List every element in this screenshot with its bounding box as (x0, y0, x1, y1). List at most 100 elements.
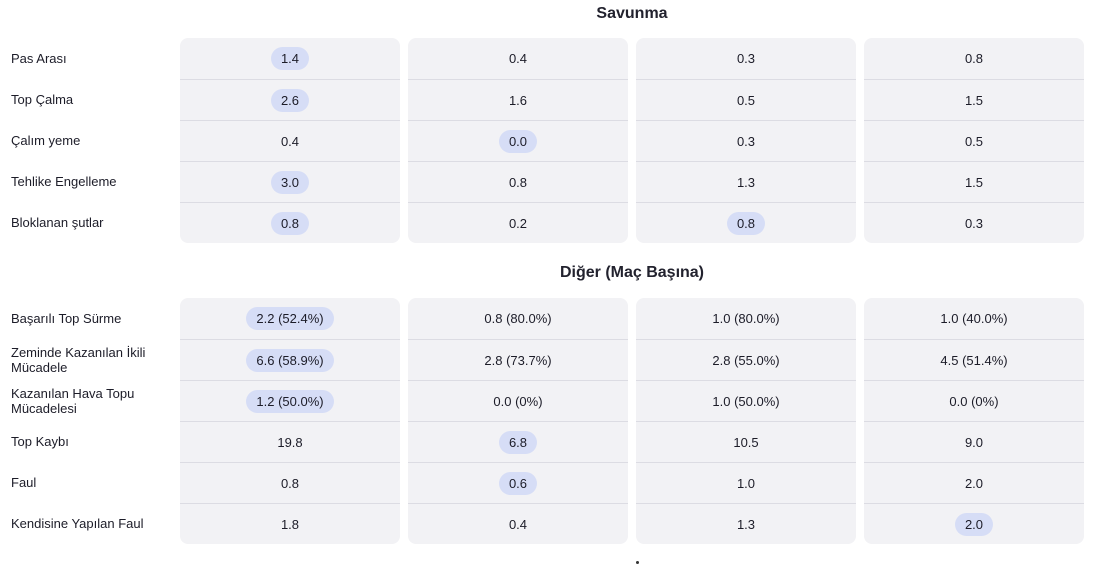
stat-label: Tehlike Engelleme (11, 161, 176, 202)
stat-label: Top Çalma (11, 79, 176, 120)
stat-value: 10.5 (733, 434, 759, 450)
best-value-badge: 0.6 (498, 471, 538, 495)
stat-cell: 1.5 (864, 161, 1084, 202)
best-value-badge: 0.8 (270, 211, 310, 235)
player-column-card: 0.8 1.5 0.5 1.5 0.3 (864, 38, 1084, 243)
stat-label-text: Pas Arası (11, 51, 67, 66)
stat-label-text: Çalım yeme (11, 133, 81, 148)
stat-cell: 0.8 (408, 161, 628, 202)
stat-cell: 0.4 (408, 503, 628, 544)
stat-label: Zeminde Kazanılan İkili Mücadele (11, 339, 176, 380)
player-column-card: 1.4 2.6 0.4 3.0 0.8 (180, 38, 400, 243)
stat-label-text: Bloklanan şutlar (11, 215, 104, 230)
best-value-badge: 1.2 (50.0%) (246, 389, 334, 413)
stat-value: 0.8 (80.0%) (484, 311, 552, 326)
player-column-card: 2.2 (52.4%) 6.6 (58.9%) 1.2 (50.0%) 19.8 0.8… (180, 298, 400, 544)
stat-value: 1.5 (964, 174, 984, 190)
stat-cell: 1.3 (636, 161, 856, 202)
stat-label: Bloklanan şutlar (11, 202, 176, 243)
stat-value: 0.2 (508, 215, 528, 231)
stat-cell: 0.0 (0%) (408, 380, 628, 421)
best-value-badge: 1.4 (270, 47, 310, 70)
stat-value: 0.4 (508, 516, 528, 532)
stat-value: 2.8 (73.7%) (484, 352, 552, 368)
stat-cell: 0.3 (636, 120, 856, 161)
stat-cell: 1.2 (50.0%) (180, 380, 400, 421)
stat-value: 1.6 (508, 92, 528, 108)
stat-value: 9.0 (964, 434, 984, 450)
stat-cell: 4.5 (51.4%) (864, 339, 1084, 380)
stat-label: Top Kaybı (11, 421, 176, 462)
stat-cell: 0.3 (864, 202, 1084, 243)
stat-cell: 1.0 (50.0%) (636, 380, 856, 421)
stat-value: 0.3 (964, 215, 984, 231)
stat-cell: 2.6 (180, 79, 400, 120)
stat-cell: 2.8 (55.0%) (636, 339, 856, 380)
stat-cell: 1.0 (40.0%) (864, 298, 1084, 339)
stat-label-text: Kazanılan Hava Topu Mücadelesi (11, 385, 135, 416)
stat-value: 0.8 (964, 51, 984, 66)
player-column-card: 0.8 (80.0%) 2.8 (73.7%) 0.0 (0%) 6.8 0.6 0.4 (408, 298, 628, 544)
stat-label-text: Top Kaybı (11, 434, 69, 449)
stat-cell: 0.3 (636, 38, 856, 79)
stat-cell: 0.0 (408, 120, 628, 161)
best-value-badge: 2.2 (52.4%) (246, 307, 334, 330)
stat-value: 19.8 (277, 434, 303, 450)
stat-label: Pas Arası (11, 38, 176, 79)
player-column-card: 0.3 0.5 0.3 1.3 0.8 (636, 38, 856, 243)
stat-label-text: Tehlike Engelleme (11, 174, 117, 189)
stat-cell: 1.8 (180, 503, 400, 544)
best-value-badge: 0.0 (498, 129, 538, 153)
stat-cell: 1.5 (864, 79, 1084, 120)
stat-value: 0.8 (280, 475, 300, 491)
section-title: Savunma (596, 5, 668, 22)
player-column-card: 1.0 (40.0%) 4.5 (51.4%) 0.0 (0%) 9.0 2.0 2.0 (864, 298, 1084, 544)
section-title: Diğer (Maç Başına) (559, 264, 705, 281)
stat-cell: 6.6 (58.9%) (180, 339, 400, 380)
stat-cell: 3.0 (180, 161, 400, 202)
stat-cell: 1.4 (180, 38, 400, 79)
stat-cell: 9.0 (864, 421, 1084, 462)
stat-value: 1.3 (736, 516, 756, 532)
stat-value: 0.3 (736, 133, 756, 149)
stat-value: 0.0 (0%) (493, 393, 543, 409)
stat-label-text: Faul (11, 475, 37, 490)
stat-cell: 2.0 (864, 503, 1084, 544)
stat-cell: 2.0 (864, 462, 1084, 503)
stat-cell: 2.2 (52.4%) (180, 298, 400, 339)
stat-value: 4.5 (51.4%) (940, 352, 1008, 368)
stat-cell: 0.8 (80.0%) (408, 298, 628, 339)
stat-label-text: Top Çalma (11, 92, 74, 107)
best-value-badge: 6.8 (498, 430, 538, 454)
stat-cell: 0.4 (180, 120, 400, 161)
stat-cell: 1.3 (636, 503, 856, 544)
stat-value: 1.5 (964, 92, 984, 108)
stat-value: 0.4 (508, 51, 528, 66)
stat-value: 2.8 (55.0%) (712, 352, 780, 368)
stat-cell: 0.5 (864, 120, 1084, 161)
stats-section: Pas Arası Top Çalma Çalım yeme Tehlike Enge… (0, 38, 1098, 243)
stat-cell: 0.6 (408, 462, 628, 503)
stat-label: Faul (11, 462, 176, 503)
player-column-card: 0.4 1.6 0.0 0.8 0.2 (408, 38, 628, 243)
stat-value: 0.8 (508, 174, 528, 190)
stat-label-text: Kendisine Yapılan Faul (11, 516, 144, 531)
stat-value: 0.0 (0%) (949, 393, 999, 409)
stat-value: 0.5 (736, 92, 756, 108)
stat-cell: 19.8 (180, 421, 400, 462)
stat-cell: 0.5 (636, 79, 856, 120)
stat-label: Kendisine Yapılan Faul (11, 503, 176, 544)
stat-label-text: Zeminde Kazanılan İkili Mücadele (11, 344, 146, 375)
stat-cell: 0.8 (864, 38, 1084, 79)
stat-cell: 2.8 (73.7%) (408, 339, 628, 380)
stat-cell: 0.4 (408, 38, 628, 79)
stat-label: Başarılı Top Sürme (11, 298, 176, 339)
stat-cell: 1.0 (80.0%) (636, 298, 856, 339)
best-value-badge: 2.0 (954, 512, 994, 536)
stat-value: 0.5 (964, 133, 984, 149)
stat-cell: 0.8 (180, 202, 400, 243)
stats-section: Başarılı Top Sürme Zeminde Kazanılan İkil… (0, 298, 1098, 544)
stat-value: 2.0 (964, 475, 984, 491)
stat-cell: 0.8 (636, 202, 856, 243)
stat-value: 1.0 (50.0%) (712, 393, 780, 409)
